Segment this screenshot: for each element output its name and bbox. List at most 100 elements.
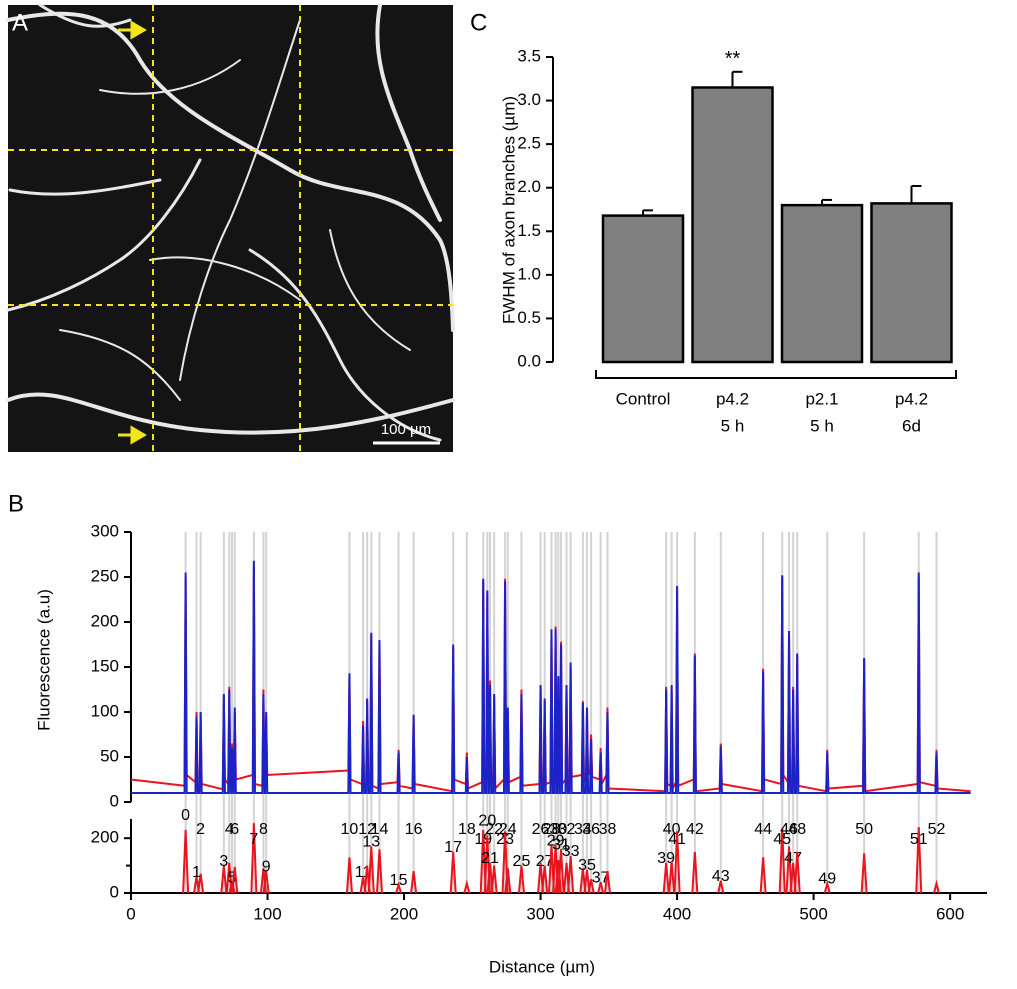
- peak-label: 51: [910, 831, 928, 848]
- peak-label: 17: [444, 839, 462, 856]
- peak-label: 42: [686, 821, 704, 838]
- bar: [780, 203, 864, 364]
- spike: [367, 846, 375, 894]
- panel-c: C FWHM of axon branches (µm) 0.0 0.5 1.0 1.…: [470, 9, 957, 435]
- y-tick-label: 0: [110, 791, 119, 810]
- peak-label: 44: [754, 821, 772, 838]
- spike: [860, 853, 868, 894]
- peak-label: 30: [549, 821, 567, 838]
- peak-label: 26: [532, 821, 550, 838]
- peak-label: 41: [668, 831, 686, 848]
- x-tick-label: 500: [799, 904, 827, 923]
- spike: [182, 829, 190, 894]
- spike: [673, 831, 681, 894]
- peak-label: 25: [513, 853, 531, 870]
- y-tick-label: 200: [91, 828, 119, 847]
- x-tick-sublabel: 5 h: [810, 416, 834, 435]
- spike: [228, 881, 236, 894]
- peak-label: 13: [362, 834, 380, 851]
- peak-label: 24: [499, 821, 517, 838]
- spike: [785, 846, 793, 894]
- bar: [870, 202, 953, 364]
- x-tick-label: p4.2: [895, 389, 928, 408]
- panel-b: B Fluorescence (a.u) Distance (µm) 05010…: [8, 490, 987, 976]
- peak-label: 6: [230, 821, 239, 838]
- panel-label: B: [8, 490, 24, 517]
- scale-label: 100 µm: [381, 421, 431, 438]
- y-tick-label: 0.5: [517, 308, 541, 327]
- y-tick-label: 300: [91, 521, 119, 540]
- y-tick-label: 2.0: [517, 177, 541, 196]
- peak-label: 33: [562, 843, 580, 860]
- peak-label: 29: [547, 832, 565, 849]
- y-tick-label: 200: [91, 611, 119, 630]
- peak-label: 52: [928, 821, 946, 838]
- y-tick-label: 0.0: [517, 351, 541, 370]
- y-tick-label: 250: [91, 566, 119, 585]
- spike: [915, 827, 923, 894]
- spike: [759, 857, 767, 894]
- spike: [504, 868, 512, 894]
- bar: [691, 86, 774, 364]
- peak-label: 4: [225, 821, 234, 838]
- peak-label: 18: [458, 821, 476, 838]
- peak-label: 50: [855, 821, 873, 838]
- x-tick-label: 300: [526, 904, 554, 923]
- peak-label: 35: [578, 857, 596, 874]
- y-axis-label: FWHM of axon branches (µm): [499, 96, 518, 324]
- peak-label: 21: [481, 850, 499, 867]
- axon-branches: [6, 3, 455, 442]
- spike: [668, 861, 676, 894]
- peak-label: 12: [358, 821, 376, 838]
- peak-label: 2: [196, 821, 205, 838]
- spike: [262, 870, 270, 894]
- peak-label: 36: [582, 821, 600, 838]
- peak-label: 34: [574, 821, 592, 838]
- peak-label: 43: [712, 868, 730, 885]
- spike: [778, 828, 786, 894]
- x-tick-label: 100: [253, 904, 281, 923]
- peak-label: 10: [341, 821, 359, 838]
- peak-label: 3: [219, 853, 228, 870]
- peak-label: 46: [780, 821, 798, 838]
- y-tick-label: 50: [100, 746, 119, 765]
- spike: [603, 870, 611, 894]
- spike: [410, 870, 418, 894]
- spike: [345, 857, 353, 894]
- y-tick-label: 150: [91, 656, 119, 675]
- peak-label: 22: [485, 821, 503, 838]
- spike: [541, 865, 549, 894]
- significance: **: [725, 48, 741, 70]
- spike: [662, 862, 670, 894]
- x-tick-label: 0: [126, 904, 135, 923]
- spike: [449, 851, 457, 894]
- y-tick-label: 3.5: [517, 46, 541, 65]
- trace: [131, 560, 971, 794]
- spike: [823, 879, 831, 894]
- spike: [395, 881, 403, 894]
- x-tick-label: p4.2: [716, 389, 749, 408]
- y-tick-label: 3.0: [517, 90, 541, 109]
- x-tick-sublabel: 5 h: [721, 416, 745, 435]
- spike: [231, 866, 239, 894]
- arrows: [118, 20, 147, 445]
- peak-label: 27: [536, 853, 554, 870]
- peak-label: 16: [405, 821, 423, 838]
- peak-label: 0: [181, 807, 190, 824]
- peak-label: 28: [543, 821, 561, 838]
- spike: [691, 851, 699, 894]
- spike: [220, 865, 228, 894]
- peak-label: 23: [496, 831, 514, 848]
- bar: [601, 214, 685, 364]
- spike: [933, 879, 940, 894]
- x-tick-label: p2.1: [805, 389, 838, 408]
- spike: [557, 849, 565, 894]
- y-axis-label: Fluorescence (a.u): [34, 589, 53, 731]
- spike: [517, 865, 525, 894]
- peak-label: 7: [249, 831, 258, 848]
- panel-a: 100 µm A: [6, 3, 455, 452]
- x-tick-label: Control: [616, 389, 671, 408]
- spike: [587, 879, 595, 894]
- spike: [375, 849, 383, 894]
- spike: [490, 865, 498, 894]
